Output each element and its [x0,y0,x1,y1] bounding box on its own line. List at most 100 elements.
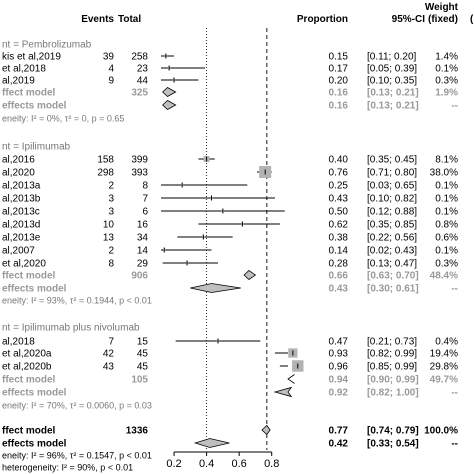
header-weight-random: ( [470,14,474,25]
study-ci: [0.05; 0.39] [367,64,417,75]
study-events: 8 [108,259,114,270]
study-weight: 0.1% [435,207,458,218]
fixed-effect-total: 105 [131,375,148,386]
study-total: 29 [137,259,149,270]
overall-fixed-effect-ci: [0.74; 0.79] [367,426,419,437]
study-ci: [0.35; 0.85] [367,220,417,231]
study-proportion: 0.28 [329,259,349,270]
study-weight: 0.6% [435,233,458,244]
study-label: et al,2018 [2,64,46,75]
study-ci: [0.35; 0.45] [367,155,417,166]
random-effects-label: effects model [2,284,67,295]
fixed-effect-proportion: 0.16 [329,88,349,99]
study-ci: [0.71; 0.80] [367,168,417,179]
subgroup-heterogeneity: heterogeneity: I² = 90%, p < 0.01 [2,463,133,473]
study-ci: [0.82; 0.99] [367,349,417,360]
study-total: 6 [142,207,148,218]
x-tick-label: 0.4 [199,458,214,470]
study-total: 393 [131,168,148,179]
overall-fixed-effect-weight: 100.0% [424,426,458,437]
study-total: 15 [137,337,149,348]
study-ci: [0.11; 0.20] [367,52,417,63]
study-proportion: 0.14 [329,246,349,257]
random-effects-label: effects model [2,388,67,399]
random-effects-ci: [0.82; 1.00] [367,388,419,399]
study-total: 34 [137,233,149,244]
study-events: 43 [103,362,115,373]
subgroup-label: nt = Ipilimumab [2,142,71,153]
fixed-effect-diamond [162,87,177,97]
overall-heterogeneity: eneity: I² = 96%, τ² = 0.1547, p < 0.01 [2,451,152,461]
study-label: et al,2020a [2,349,52,360]
study-label: kis et al,2019 [2,52,61,63]
study-ci: [0.10; 0.82] [367,194,417,205]
fixed-effect-diamond [243,269,257,281]
study-label: et al,2020b [2,362,52,373]
study-label: al,2020 [2,168,35,179]
study-ci: [0.03; 0.65] [367,181,417,192]
overall-fixed-effect-label: ffect model [2,426,56,437]
study-label: al,2013a [2,181,41,192]
study-total: 45 [137,362,149,373]
study-weight: 0.1% [435,64,458,75]
fixed-effect-label: ffect model [2,375,56,386]
study-total: 14 [137,246,149,257]
overall-random-effects-diamond [193,438,230,448]
study-proportion: 0.62 [329,220,349,231]
study-proportion: 0.38 [329,233,349,244]
study-weight: 0.8% [435,220,458,231]
x-tick-label: 0.6 [232,458,247,470]
random-effects-proportion: 0.92 [329,388,349,399]
study-total: 16 [137,220,149,231]
random-effects-diamond [273,386,293,398]
study-label: al,2013b [2,194,41,205]
study-label: al,2013e [2,233,41,244]
random-effects-ci: [0.13; 0.21] [367,101,419,112]
fixed-effect-weight: 49.7% [430,375,458,386]
header-ci: 95%-CI [392,14,426,25]
random-effects-proportion: 0.16 [329,101,349,112]
overall-random-effects-ci: [0.33; 0.54] [367,439,419,450]
study-weight: 0.3% [435,76,458,87]
study-proportion: 0.96 [329,362,349,373]
fixed-effect-label: ffect model [2,88,56,99]
study-label: al,2018 [2,337,35,348]
random-effects-diamond [190,283,241,293]
fixed-effect-ci: [0.90; 0.99] [367,375,419,386]
header-proportion: Proportion [297,14,348,25]
study-weight: 29.8% [430,362,458,373]
study-proportion: 0.76 [329,168,349,179]
heterogeneity-text: eneity: I² = 70%, τ² = 0.0060, p = 0.03 [2,401,152,411]
study-total: 399 [131,155,148,166]
study-events: 7 [108,337,114,348]
study-weight: 0.1% [435,246,458,257]
study-proportion: 0.17 [329,64,349,75]
random-effects-weight: -- [451,388,458,399]
study-label: et al,2020 [2,259,46,270]
study-ci: [0.21; 0.73] [367,337,417,348]
overall-random-effects-proportion: 0.42 [329,439,349,450]
study-ci: [0.10; 0.35] [367,76,417,87]
fixed-effect-ci: [0.63; 0.70] [367,271,419,282]
x-tick-label: 0.8 [264,458,279,470]
study-events: 9 [108,76,114,87]
overall-fixed-effect-proportion: 0.77 [329,426,349,437]
fixed-effect-weight: 1.9% [435,88,458,99]
study-weight: 8.1% [435,155,458,166]
heterogeneity-text: eneity: I² = 0%, τ² = 0, p = 0.65 [2,114,124,124]
study-events: 42 [103,349,115,360]
study-events: 10 [103,220,115,231]
subgroup-label: nt = Pembrolizumab [2,40,92,51]
study-events: 3 [108,207,114,218]
subgroup-label: nt = Ipilimumab plus nivolumab [2,323,140,334]
study-events: 158 [97,155,114,166]
header-total: Total [118,14,141,25]
random-effects-label: effects model [2,101,67,112]
overall-fixed-effect-total: 1336 [126,426,149,437]
fixed-effect-proportion: 0.94 [329,375,349,386]
study-label: al,2013d [2,220,40,231]
overall-random-effects-weight: -- [451,439,458,450]
study-events: 3 [108,194,114,205]
study-proportion: 0.20 [329,76,349,87]
study-proportion: 0.43 [329,194,349,205]
